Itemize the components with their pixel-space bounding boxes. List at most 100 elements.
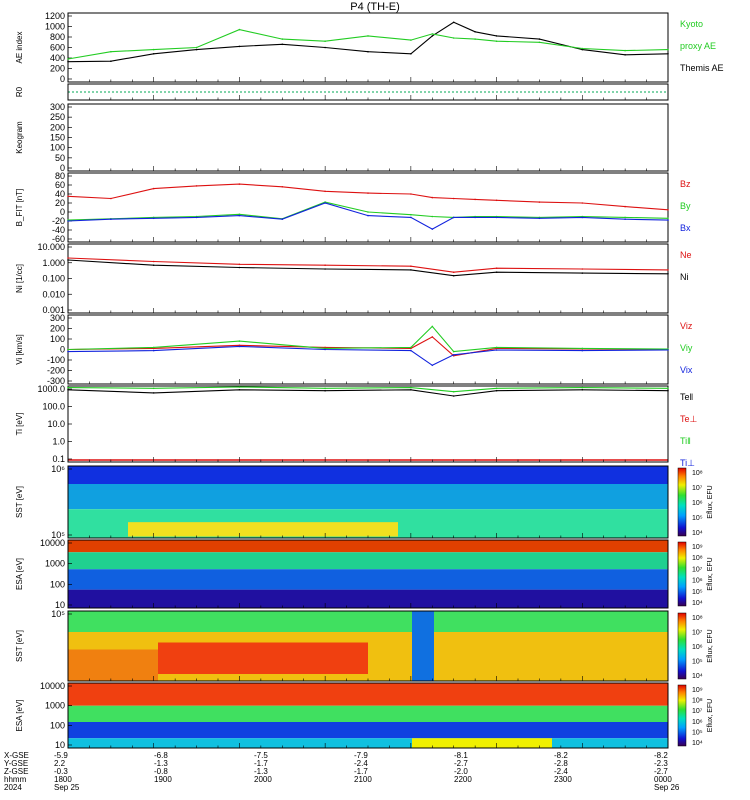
data-point xyxy=(495,35,498,37)
footer-value: 1900 xyxy=(154,775,172,784)
data-point xyxy=(367,35,369,37)
data-point xyxy=(324,46,326,49)
series-line-viz xyxy=(67,336,669,357)
series-line-te- xyxy=(67,389,669,397)
footer-row-label: Z-GSE xyxy=(4,767,28,776)
data-point xyxy=(110,197,112,200)
footer-value: 2000 xyxy=(254,775,272,784)
data-point xyxy=(431,215,434,218)
data-point xyxy=(324,190,326,193)
colorbar-tick: 10⁵ xyxy=(692,659,703,666)
spectrogram-sst_e xyxy=(68,466,668,538)
y-tick-label: 300 xyxy=(50,313,65,323)
data-point xyxy=(195,48,198,51)
y-tick-label: 1000 xyxy=(45,22,65,32)
y-axis-label: Vi [km/s] xyxy=(15,334,24,365)
spec-band xyxy=(68,589,668,608)
data-point xyxy=(238,28,241,31)
legend-entry: Ne xyxy=(680,250,692,260)
data-point xyxy=(452,216,455,219)
data-point xyxy=(431,196,434,199)
y-tick-label: 1200 xyxy=(45,11,65,21)
y-tick-label: -20 xyxy=(52,216,65,226)
data-point xyxy=(410,39,412,41)
data-point xyxy=(324,347,326,350)
data-point xyxy=(538,217,541,220)
colorbar-tick: 10⁸ xyxy=(692,698,703,705)
y-tick-label: 10 xyxy=(55,600,65,610)
y-tick-label: 150 xyxy=(50,133,65,143)
data-point xyxy=(324,264,326,267)
data-point xyxy=(474,38,476,40)
footer-row-label: X-GSE xyxy=(4,751,29,760)
colorbar-label: Eflux, EFU xyxy=(707,629,714,662)
y-tick-label: 0 xyxy=(60,163,65,173)
footer-value: Sep 26 xyxy=(654,783,680,792)
data-point xyxy=(238,213,241,216)
panel-n: 10.000 1.000 0.100 0.010 0.001 Ni [1/cc] Ne Ni xyxy=(15,242,692,315)
footer-value: -1.7 xyxy=(254,759,268,768)
footer-value: -2.3 xyxy=(654,759,668,768)
y-axis-label: ESA [eV] xyxy=(15,699,24,731)
footer-value: 2.2 xyxy=(54,759,66,768)
data-point xyxy=(452,21,455,24)
footer-value: 0000 xyxy=(654,775,672,784)
data-point xyxy=(410,53,412,55)
data-point xyxy=(581,389,584,391)
series-line-kyoto-proxy-ae xyxy=(67,29,669,60)
data-point xyxy=(410,213,412,216)
colorbar-tick: 10⁷ xyxy=(692,485,703,492)
data-point xyxy=(474,216,476,219)
data-point xyxy=(195,216,198,219)
y-tick-label: 0 xyxy=(60,74,65,84)
data-point xyxy=(152,346,155,349)
y-tick-label: 1000.0 xyxy=(37,384,65,394)
data-point xyxy=(410,346,412,349)
y-tick-label: 0 xyxy=(60,207,65,217)
data-point xyxy=(67,348,69,351)
panel-frame xyxy=(67,243,669,314)
colorbar-tick: 10⁷ xyxy=(692,630,703,637)
footer-value: -2.4 xyxy=(554,767,568,776)
colorbar-tick: 10⁵ xyxy=(692,729,703,736)
data-point xyxy=(581,47,584,50)
data-point xyxy=(238,266,241,269)
data-point xyxy=(495,346,498,349)
data-point xyxy=(538,201,541,203)
spectrogram-esa_i xyxy=(68,683,668,748)
data-point xyxy=(667,53,669,55)
data-point xyxy=(67,350,69,353)
colorbar-tick: 10⁴ xyxy=(692,740,703,747)
data-point xyxy=(410,216,412,219)
data-point xyxy=(410,349,412,352)
legend-entry: By xyxy=(680,201,691,211)
panel-frame xyxy=(67,103,669,172)
data-point xyxy=(410,193,412,195)
data-point xyxy=(67,259,69,261)
footer-value: -2.0 xyxy=(454,767,468,776)
legend-entry: Viy xyxy=(680,343,693,353)
data-point xyxy=(110,60,112,62)
series-line-bz xyxy=(67,183,669,211)
y-axis-label: SST [eV] xyxy=(15,486,24,518)
data-point xyxy=(152,260,155,263)
data-point xyxy=(67,386,69,389)
colorbar-rect xyxy=(677,541,687,607)
data-point xyxy=(452,274,455,277)
colorbar-rect xyxy=(677,612,687,680)
data-point xyxy=(667,269,669,271)
colorbar-tick: 10⁹ xyxy=(692,544,703,551)
footer-value: -1.7 xyxy=(354,767,368,776)
spec-band xyxy=(128,522,398,537)
data-point xyxy=(367,192,369,194)
y-tick-label: 10.0 xyxy=(47,419,65,429)
footer-value: -5.9 xyxy=(54,751,68,760)
footer-value: -2.7 xyxy=(454,759,468,768)
data-point xyxy=(667,219,669,221)
data-point xyxy=(495,40,498,42)
y-tick-label: 400 xyxy=(50,53,65,63)
y-tick-label: 60 xyxy=(55,180,65,190)
colorbar-tick: 10⁴ xyxy=(692,673,703,680)
